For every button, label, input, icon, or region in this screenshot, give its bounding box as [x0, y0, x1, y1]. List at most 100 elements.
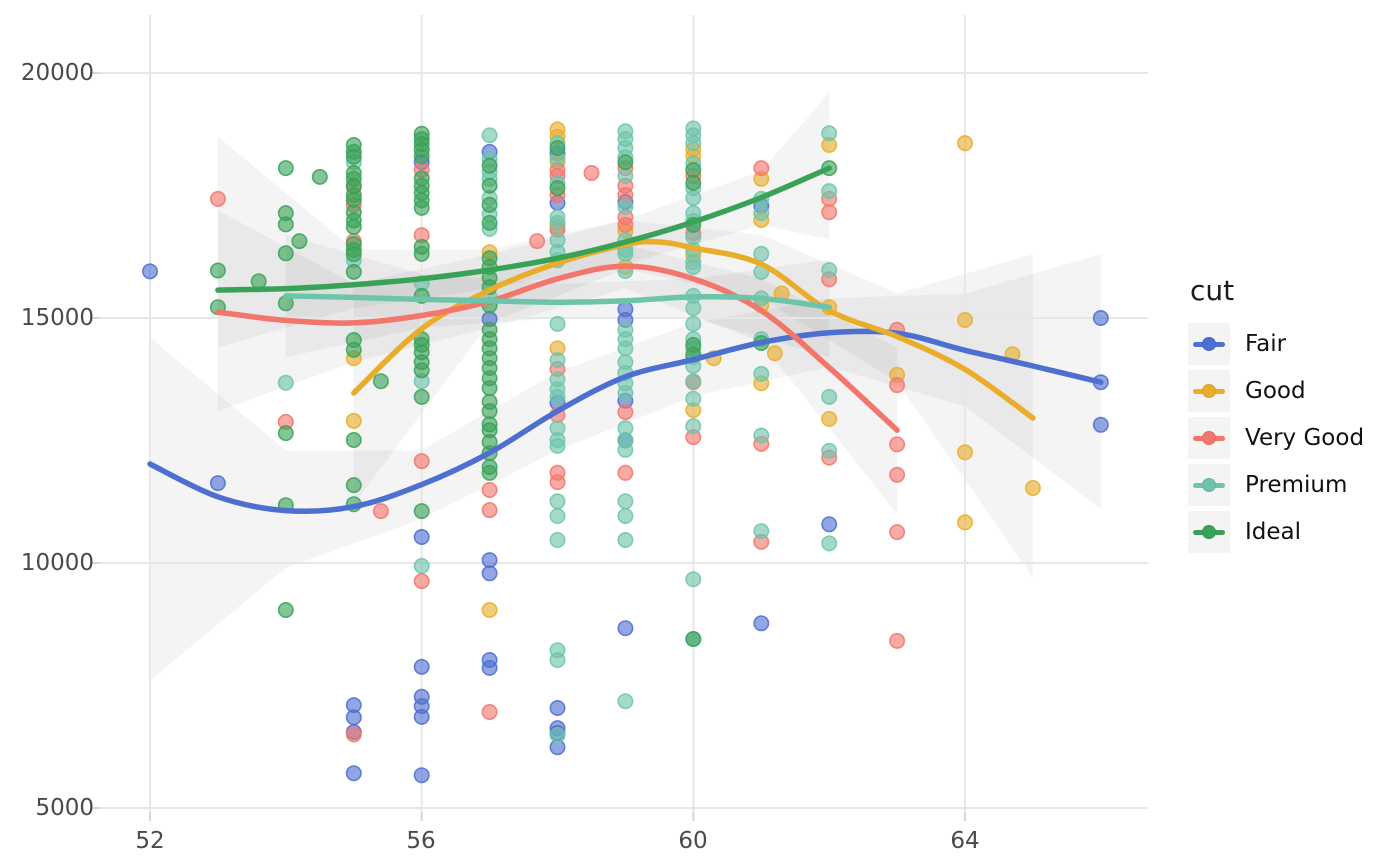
legend-label-fair: Fair [1245, 331, 1287, 357]
confidence-band-very-good [217, 210, 898, 514]
fair-swatch-icon [1202, 337, 1216, 351]
data-point-premium [821, 125, 838, 142]
data-point-very-good [529, 233, 546, 250]
data-point-premium [685, 258, 702, 275]
data-point-fair [142, 263, 159, 280]
data-point-ideal [345, 263, 362, 280]
data-point-very-good [753, 160, 770, 177]
data-point-fair [413, 658, 430, 675]
data-point-ideal [277, 245, 294, 262]
data-point-fair [413, 767, 430, 784]
data-point-ideal [372, 373, 389, 390]
data-point-very-good [549, 474, 566, 491]
data-point-fair [345, 765, 362, 782]
data-point-fair [481, 552, 498, 569]
data-point-premium [821, 388, 838, 405]
data-point-ideal [345, 246, 362, 263]
data-point-premium [617, 693, 634, 710]
data-point-premium [617, 198, 634, 215]
data-point-ideal [685, 174, 702, 191]
data-point-very-good [413, 573, 430, 590]
data-point-premium [617, 340, 634, 357]
legend-label-very-good: Very Good [1245, 425, 1365, 451]
data-point-good [956, 135, 973, 152]
data-point-premium [821, 261, 838, 278]
data-point-fair [413, 528, 430, 545]
data-point-premium [753, 245, 770, 262]
data-point-ideal [685, 630, 702, 647]
data-point-very-good [413, 453, 430, 470]
data-point-ideal [345, 341, 362, 358]
confidence-band-good [353, 220, 1033, 578]
legend-key-premium [1188, 464, 1230, 506]
data-point-fair [821, 516, 838, 533]
data-point-very-good [209, 190, 226, 207]
data-point-premium [549, 531, 566, 548]
data-point-premium [549, 726, 566, 743]
legend-item-good: Good [1188, 370, 1364, 412]
data-point-ideal [549, 180, 566, 197]
data-point-premium [617, 493, 634, 510]
data-point-very-good [345, 726, 362, 743]
data-point-ideal [481, 196, 498, 213]
data-point-ideal [549, 140, 566, 157]
data-point-very-good [617, 404, 634, 421]
data-point-good [481, 601, 498, 618]
data-point-fair [1092, 309, 1109, 326]
legend: cut Fair Good Very Good Premium Ideal [1188, 274, 1364, 558]
data-point-ideal [617, 154, 634, 171]
x-tick-label: 56 [406, 828, 436, 854]
data-point-premium [753, 523, 770, 540]
legend-item-fair: Fair [1188, 323, 1364, 365]
data-point-fair [481, 659, 498, 676]
data-point-ideal [277, 160, 294, 177]
data-point-fair [1092, 416, 1109, 433]
data-point-very-good [889, 377, 906, 394]
data-point-ideal [277, 216, 294, 233]
data-point-good [956, 514, 973, 531]
legend-item-very-good: Very Good [1188, 417, 1364, 459]
legend-key-very-good [1188, 417, 1230, 459]
legend-item-ideal: Ideal [1188, 511, 1364, 553]
data-point-fair [345, 709, 362, 726]
data-point-good [821, 410, 838, 427]
data-point-very-good [481, 481, 498, 498]
ideal-swatch-icon [1202, 525, 1216, 539]
data-point-premium [821, 183, 838, 200]
data-point-premium [617, 441, 634, 458]
data-point-ideal [345, 431, 362, 448]
data-point-premium [549, 437, 566, 454]
data-point-good [766, 345, 783, 362]
data-point-fair [413, 708, 430, 725]
data-point-very-good [481, 502, 498, 519]
data-point-premium [753, 205, 770, 222]
data-point-very-good [481, 703, 498, 720]
data-point-ideal [413, 503, 430, 520]
y-tick-label: 15000 [20, 305, 94, 331]
legend-title: cut [1190, 274, 1235, 307]
data-point-premium [617, 507, 634, 524]
data-point-very-good [617, 464, 634, 481]
data-point-premium [753, 365, 770, 382]
data-point-very-good [889, 632, 906, 649]
data-point-premium [481, 127, 498, 144]
smooth-line-very-good [215, 263, 900, 433]
data-point-ideal [291, 233, 308, 250]
data-point-premium [617, 531, 634, 548]
data-point-ideal [345, 218, 362, 235]
data-point-very-good [889, 524, 906, 541]
data-point-ideal [413, 362, 430, 379]
points-ideal [209, 125, 838, 647]
y-tick-label: 20000 [20, 60, 94, 86]
data-point-good [1024, 479, 1041, 496]
y-tick-label: 10000 [20, 550, 94, 576]
data-point-premium [821, 442, 838, 459]
data-point-ideal [481, 177, 498, 194]
legend-item-premium: Premium [1188, 464, 1364, 506]
data-point-fair [481, 565, 498, 582]
x-tick-label: 64 [950, 828, 980, 854]
data-point-good [956, 311, 973, 328]
x-tick-label: 52 [135, 828, 165, 854]
data-point-very-good [821, 204, 838, 221]
